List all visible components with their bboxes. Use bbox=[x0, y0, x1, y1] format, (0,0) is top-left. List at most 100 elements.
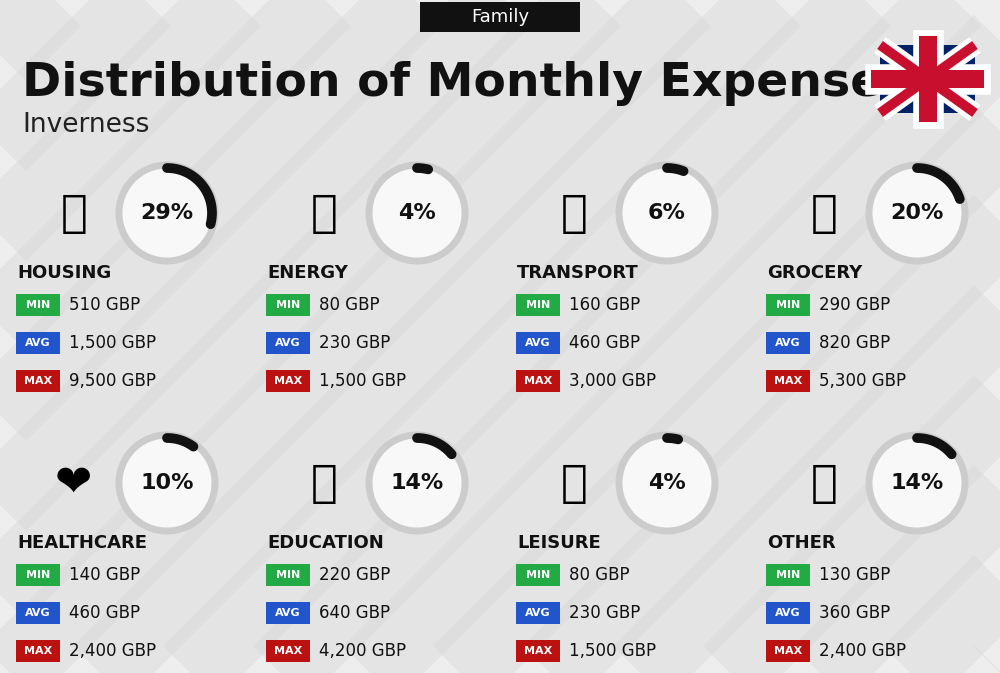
Text: MAX: MAX bbox=[274, 376, 302, 386]
Text: 460 GBP: 460 GBP bbox=[69, 604, 140, 622]
Text: 1,500 GBP: 1,500 GBP bbox=[319, 372, 406, 390]
FancyBboxPatch shape bbox=[266, 332, 310, 354]
Text: 4%: 4% bbox=[648, 473, 686, 493]
Text: 🏠: 🏠 bbox=[311, 192, 337, 234]
Text: MIN: MIN bbox=[526, 300, 550, 310]
Text: Distribution of Monthly Expenses: Distribution of Monthly Expenses bbox=[22, 61, 910, 106]
Text: 230 GBP: 230 GBP bbox=[569, 604, 640, 622]
Text: AVG: AVG bbox=[275, 338, 301, 348]
Text: 1,500 GBP: 1,500 GBP bbox=[69, 334, 156, 352]
Text: AVG: AVG bbox=[775, 338, 801, 348]
Text: TRANSPORT: TRANSPORT bbox=[517, 264, 639, 282]
Text: HOUSING: HOUSING bbox=[17, 264, 111, 282]
Text: 10%: 10% bbox=[140, 473, 194, 493]
Text: MAX: MAX bbox=[24, 646, 52, 656]
Text: 820 GBP: 820 GBP bbox=[819, 334, 890, 352]
FancyBboxPatch shape bbox=[766, 640, 810, 662]
Text: 4,200 GBP: 4,200 GBP bbox=[319, 642, 406, 660]
Text: AVG: AVG bbox=[25, 608, 51, 618]
Text: 🚌: 🚌 bbox=[561, 192, 587, 234]
Text: MIN: MIN bbox=[276, 300, 300, 310]
Text: 80 GBP: 80 GBP bbox=[569, 566, 630, 584]
FancyBboxPatch shape bbox=[16, 332, 60, 354]
Text: MIN: MIN bbox=[276, 570, 300, 580]
Text: 510 GBP: 510 GBP bbox=[69, 296, 140, 314]
FancyBboxPatch shape bbox=[766, 564, 810, 586]
Text: MAX: MAX bbox=[774, 646, 802, 656]
Text: AVG: AVG bbox=[525, 338, 551, 348]
FancyBboxPatch shape bbox=[516, 370, 560, 392]
Text: 290 GBP: 290 GBP bbox=[819, 296, 890, 314]
Text: 130 GBP: 130 GBP bbox=[819, 566, 890, 584]
Text: OTHER: OTHER bbox=[767, 534, 836, 552]
Text: MIN: MIN bbox=[776, 300, 800, 310]
Circle shape bbox=[369, 165, 465, 261]
Text: MAX: MAX bbox=[274, 646, 302, 656]
FancyBboxPatch shape bbox=[516, 564, 560, 586]
FancyBboxPatch shape bbox=[16, 370, 60, 392]
Text: 2,400 GBP: 2,400 GBP bbox=[819, 642, 906, 660]
Text: LEISURE: LEISURE bbox=[517, 534, 601, 552]
Text: 1,500 GBP: 1,500 GBP bbox=[569, 642, 656, 660]
Text: MAX: MAX bbox=[524, 646, 552, 656]
Text: 6%: 6% bbox=[648, 203, 686, 223]
FancyBboxPatch shape bbox=[16, 602, 60, 624]
Text: 🏢: 🏢 bbox=[61, 192, 87, 234]
Text: MIN: MIN bbox=[26, 570, 50, 580]
FancyBboxPatch shape bbox=[16, 294, 60, 316]
FancyBboxPatch shape bbox=[16, 640, 60, 662]
Circle shape bbox=[119, 165, 215, 261]
Text: Family: Family bbox=[471, 8, 529, 26]
Text: EDUCATION: EDUCATION bbox=[267, 534, 384, 552]
Text: 640 GBP: 640 GBP bbox=[319, 604, 390, 622]
Text: 140 GBP: 140 GBP bbox=[69, 566, 140, 584]
Text: ❤️: ❤️ bbox=[55, 462, 93, 505]
Text: 🎓: 🎓 bbox=[311, 462, 337, 505]
Text: 9,500 GBP: 9,500 GBP bbox=[69, 372, 156, 390]
Text: 4%: 4% bbox=[398, 203, 436, 223]
FancyBboxPatch shape bbox=[766, 370, 810, 392]
Text: AVG: AVG bbox=[775, 608, 801, 618]
Text: 2,400 GBP: 2,400 GBP bbox=[69, 642, 156, 660]
Text: AVG: AVG bbox=[275, 608, 301, 618]
Text: 5,300 GBP: 5,300 GBP bbox=[819, 372, 906, 390]
FancyBboxPatch shape bbox=[266, 640, 310, 662]
Text: 🛍️: 🛍️ bbox=[561, 462, 587, 505]
Text: AVG: AVG bbox=[25, 338, 51, 348]
Text: MAX: MAX bbox=[524, 376, 552, 386]
Text: MIN: MIN bbox=[26, 300, 50, 310]
Text: Inverness: Inverness bbox=[22, 112, 149, 138]
Text: 14%: 14% bbox=[890, 473, 944, 493]
Text: 🛒: 🛒 bbox=[811, 192, 837, 234]
FancyBboxPatch shape bbox=[266, 370, 310, 392]
Text: 230 GBP: 230 GBP bbox=[319, 334, 390, 352]
FancyBboxPatch shape bbox=[516, 332, 560, 354]
FancyBboxPatch shape bbox=[16, 564, 60, 586]
Text: 29%: 29% bbox=[140, 203, 194, 223]
Text: GROCERY: GROCERY bbox=[767, 264, 862, 282]
FancyBboxPatch shape bbox=[880, 45, 975, 113]
Text: 360 GBP: 360 GBP bbox=[819, 604, 890, 622]
FancyBboxPatch shape bbox=[516, 294, 560, 316]
Text: ENERGY: ENERGY bbox=[267, 264, 348, 282]
Circle shape bbox=[869, 435, 965, 531]
FancyBboxPatch shape bbox=[516, 640, 560, 662]
FancyBboxPatch shape bbox=[766, 332, 810, 354]
Circle shape bbox=[619, 165, 715, 261]
FancyBboxPatch shape bbox=[420, 2, 580, 32]
FancyBboxPatch shape bbox=[266, 564, 310, 586]
FancyBboxPatch shape bbox=[516, 602, 560, 624]
Text: HEALTHCARE: HEALTHCARE bbox=[17, 534, 147, 552]
Text: MIN: MIN bbox=[526, 570, 550, 580]
Text: 220 GBP: 220 GBP bbox=[319, 566, 390, 584]
Text: AVG: AVG bbox=[525, 608, 551, 618]
FancyBboxPatch shape bbox=[266, 294, 310, 316]
Text: 👜: 👜 bbox=[811, 462, 837, 505]
FancyBboxPatch shape bbox=[766, 294, 810, 316]
FancyBboxPatch shape bbox=[766, 602, 810, 624]
Text: 160 GBP: 160 GBP bbox=[569, 296, 640, 314]
Text: 80 GBP: 80 GBP bbox=[319, 296, 380, 314]
Circle shape bbox=[619, 435, 715, 531]
Text: MIN: MIN bbox=[776, 570, 800, 580]
Circle shape bbox=[369, 435, 465, 531]
